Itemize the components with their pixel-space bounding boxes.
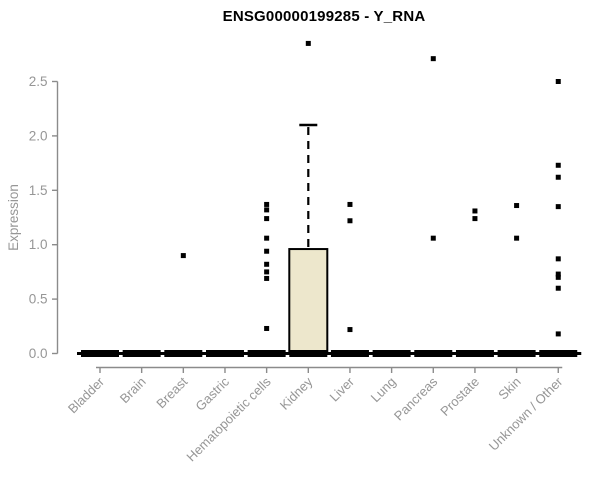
x-tick-label-prostate: Prostate: [437, 374, 482, 419]
outlier-point-skin: [514, 235, 520, 241]
outlier-point-liver: [347, 327, 353, 333]
outlier-point-unknown-other: [555, 271, 561, 277]
outlier-point-pancreas: [430, 56, 436, 62]
x-tick-label-breast: Breast: [153, 374, 190, 411]
outlier-point-unknown-other: [555, 256, 561, 262]
y-axis-title: Expression: [6, 184, 21, 251]
outlier-point-unknown-other: [555, 285, 561, 291]
x-tick-label-brain: Brain: [117, 374, 149, 406]
outlier-point-prostate: [472, 208, 478, 214]
outlier-point-hematopoietic-cells: [264, 325, 270, 331]
outlier-point-unknown-other: [555, 274, 561, 280]
x-tick-label-skin: Skin: [495, 374, 523, 402]
x-tick-label-liver: Liver: [327, 374, 358, 405]
x-tick-label-kidney: Kidney: [277, 374, 316, 413]
x-tick-label-gastric: Gastric: [192, 374, 232, 414]
outlier-point-hematopoietic-cells: [264, 216, 270, 222]
chart-title: ENSG00000199285 - Y_RNA: [222, 8, 426, 25]
x-tick-label-lung: Lung: [368, 374, 399, 405]
x-tick-label-pancreas: Pancreas: [391, 374, 441, 424]
outlier-point-unknown-other: [555, 162, 561, 168]
outlier-point-unknown-other: [555, 331, 561, 337]
y-tick-label: 0.0: [29, 346, 48, 361]
outlier-point-breast: [180, 253, 186, 259]
outlier-point-liver: [347, 218, 353, 224]
outlier-point-unknown-other: [555, 204, 561, 210]
outlier-point-hematopoietic-cells: [264, 269, 270, 275]
outlier-point-liver: [347, 201, 353, 207]
y-tick-label: 1.5: [29, 183, 48, 198]
outlier-point-hematopoietic-cells: [264, 207, 270, 213]
outlier-point-unknown-other: [555, 174, 561, 180]
outlier-point-skin: [514, 203, 520, 209]
x-tick-label-unknown-other: Unknown / Other: [486, 374, 566, 454]
y-tick-label: 2.5: [29, 74, 48, 89]
y-tick-label: 0.5: [29, 292, 48, 307]
outlier-point-hematopoietic-cells: [264, 248, 270, 254]
y-tick-label: 2.0: [29, 128, 48, 143]
outlier-point-unknown-other: [555, 79, 561, 84]
outlier-point-hematopoietic-cells: [264, 275, 270, 281]
outlier-point-hematopoietic-cells: [264, 201, 270, 207]
y-tick-label: 1.0: [29, 237, 48, 252]
outlier-point-prostate: [472, 216, 478, 222]
outlier-point-hematopoietic-cells: [264, 235, 270, 241]
outlier-point-kidney: [305, 40, 311, 46]
x-tick-label-bladder: Bladder: [65, 374, 108, 417]
outlier-point-pancreas: [430, 235, 436, 241]
box-kidney: [288, 248, 329, 355]
outlier-point-hematopoietic-cells: [264, 261, 270, 267]
